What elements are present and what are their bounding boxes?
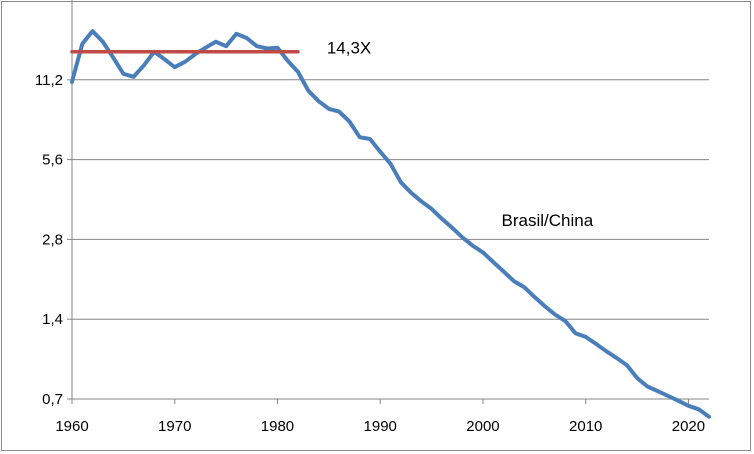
x-tick-label: 2020 — [672, 418, 705, 435]
series-line-brasil-china — [70, 29, 711, 419]
x-tick-labels: 1960 1970 1980 1990 2000 2010 2020 — [55, 399, 705, 435]
x-tick-label: 1980 — [261, 418, 294, 435]
x-tick-label: 1960 — [55, 418, 88, 435]
y-tick-label: 5,6 — [42, 152, 63, 169]
gridlines — [72, 79, 709, 320]
y-tick-labels: 0,7 1,4 2,8 5,6 11,2 — [35, 72, 72, 408]
x-tick-label: 1990 — [364, 418, 397, 435]
y-tick-label: 2,8 — [42, 231, 63, 248]
x-tick-label: 2000 — [466, 418, 499, 435]
annotation-14-3x: 14,3X — [327, 39, 371, 58]
x-tick-label: 2010 — [569, 418, 602, 435]
x-tick-label: 1970 — [158, 418, 191, 435]
series-layer — [70, 29, 711, 419]
y-tick-label: 11,2 — [35, 72, 63, 89]
annotation-series-label: Brasil/China — [502, 211, 594, 230]
axes — [71, 0, 709, 400]
y-tick-label: 1,4 — [42, 311, 63, 328]
annotations: 14,3X Brasil/China — [327, 39, 594, 230]
y-tick-label: 0,7 — [42, 391, 63, 408]
